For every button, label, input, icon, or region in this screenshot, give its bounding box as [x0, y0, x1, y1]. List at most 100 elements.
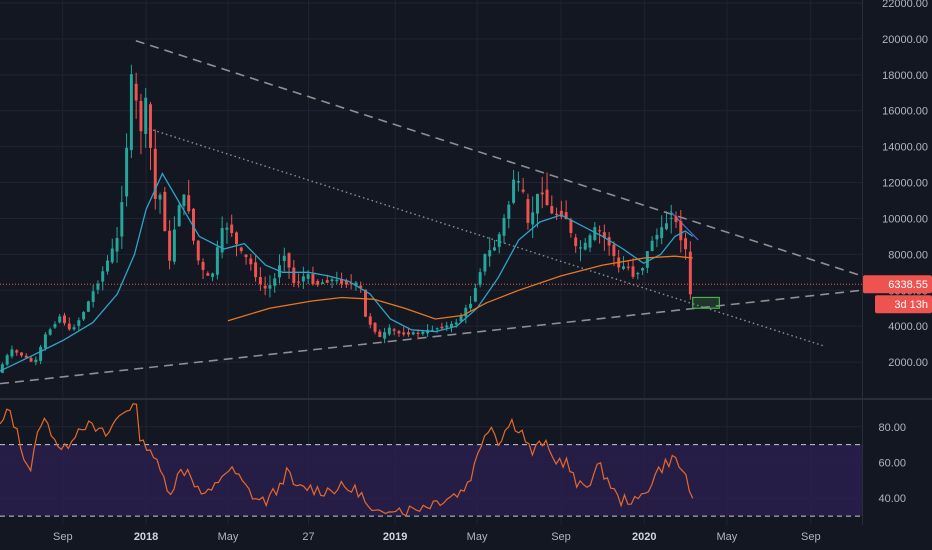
- candle-up: [129, 64, 133, 159]
- candle-body: [268, 285, 272, 289]
- rsi-tick-label: 80.00: [878, 422, 906, 434]
- candle-body: [406, 332, 410, 335]
- candle-up: [492, 240, 496, 252]
- candle-body: [368, 316, 372, 325]
- trend-line-ascending-support[interactable]: [0, 289, 863, 385]
- candle-down: [20, 352, 23, 358]
- candle-down: [555, 207, 559, 220]
- candle-body: [244, 254, 248, 258]
- candle-body: [540, 192, 544, 195]
- candle-down: [187, 179, 191, 214]
- candle-body: [177, 205, 181, 227]
- candle-down: [402, 326, 406, 337]
- candle-down: [368, 313, 372, 329]
- candle-up: [120, 185, 124, 249]
- candle-body: [645, 251, 649, 268]
- candle-body: [311, 274, 315, 285]
- candle-down: [574, 233, 578, 253]
- candle-body: [282, 255, 286, 262]
- candle-body: [626, 266, 630, 268]
- trend-line-descending-mid[interactable]: [148, 128, 824, 347]
- candle-body: [421, 331, 425, 334]
- candle-body: [440, 326, 444, 329]
- candle-down: [550, 195, 554, 215]
- candle-body: [292, 267, 296, 284]
- candle-up: [435, 327, 439, 334]
- candle-up: [469, 295, 473, 312]
- candle-body: [335, 279, 339, 282]
- candle-down: [206, 271, 210, 276]
- candle-body: [430, 329, 434, 331]
- candle-down: [297, 273, 301, 288]
- current-price-label: 6338.55: [888, 279, 928, 291]
- candle-down: [378, 329, 382, 338]
- candle-body: [564, 212, 568, 220]
- candle-body: [402, 332, 406, 335]
- candle-body: [220, 228, 224, 253]
- candle-body: [249, 258, 253, 265]
- candle-down: [612, 241, 616, 266]
- candle-down: [311, 266, 315, 286]
- trend-lines[interactable]: [0, 39, 863, 385]
- grid-lines: [0, 0, 862, 525]
- candle-body: [330, 279, 334, 282]
- candlesticks: [0, 64, 692, 374]
- candle-body: [492, 247, 496, 251]
- candle-up: [125, 133, 129, 207]
- candle-body: [63, 315, 66, 324]
- candle-body: [187, 195, 191, 212]
- candle-body: [650, 240, 654, 252]
- candle-body: [378, 331, 382, 338]
- current-price-badge: 6338.55: [863, 275, 932, 294]
- candle-up: [516, 171, 520, 192]
- candle-down: [239, 246, 243, 254]
- candle-body: [72, 327, 76, 330]
- candle-body: [163, 191, 167, 232]
- candle-down: [139, 93, 143, 155]
- rsi-axis[interactable]: 80.00 60.00 40.00: [878, 422, 906, 505]
- candle-body: [488, 250, 492, 257]
- candle-body: [512, 179, 516, 203]
- target-zone-box[interactable]: [692, 296, 720, 309]
- candle-body: [263, 285, 267, 289]
- price-tick-label: 8000.00: [888, 249, 928, 261]
- candle-up: [86, 300, 90, 313]
- candle-up: [430, 325, 434, 332]
- candle-body: [340, 279, 344, 284]
- trend-line-descending-upper[interactable]: [135, 39, 863, 277]
- candle-body: [459, 315, 463, 322]
- candle-body: [34, 359, 38, 363]
- candle-up: [144, 88, 148, 148]
- time-axis[interactable]: Sep 2018 May 27 2019 May Sep 2020 May Sep: [53, 531, 821, 543]
- price-tick-label: 18000.00: [882, 70, 928, 82]
- candle-down: [196, 239, 200, 265]
- candle-up: [621, 256, 625, 271]
- candle-up: [650, 236, 654, 252]
- time-tick-label: Sep: [53, 531, 73, 543]
- candle-body: [297, 281, 301, 283]
- candle-body: [230, 224, 234, 233]
- candle-body: [20, 352, 23, 356]
- candle-body: [674, 216, 678, 222]
- candle-body: [669, 217, 673, 219]
- candle-body: [172, 229, 176, 262]
- candle-up: [411, 331, 415, 336]
- candle-body: [454, 322, 458, 325]
- candle-up: [669, 204, 673, 234]
- candle-body: [559, 210, 563, 217]
- candle-down: [392, 327, 396, 336]
- candle-up: [531, 196, 535, 239]
- candle-body: [526, 199, 530, 223]
- candle-body: [344, 280, 348, 285]
- trend-line-short-channel[interactable]: [669, 210, 699, 241]
- candle-body: [53, 324, 57, 328]
- candle-body: [535, 193, 539, 214]
- candle-body: [201, 262, 205, 270]
- candle-up: [636, 271, 640, 280]
- candle-body: [502, 217, 506, 236]
- candle-down: [363, 289, 367, 318]
- candle-body: [153, 148, 157, 199]
- candle-body: [545, 189, 549, 206]
- candle-body: [321, 282, 324, 284]
